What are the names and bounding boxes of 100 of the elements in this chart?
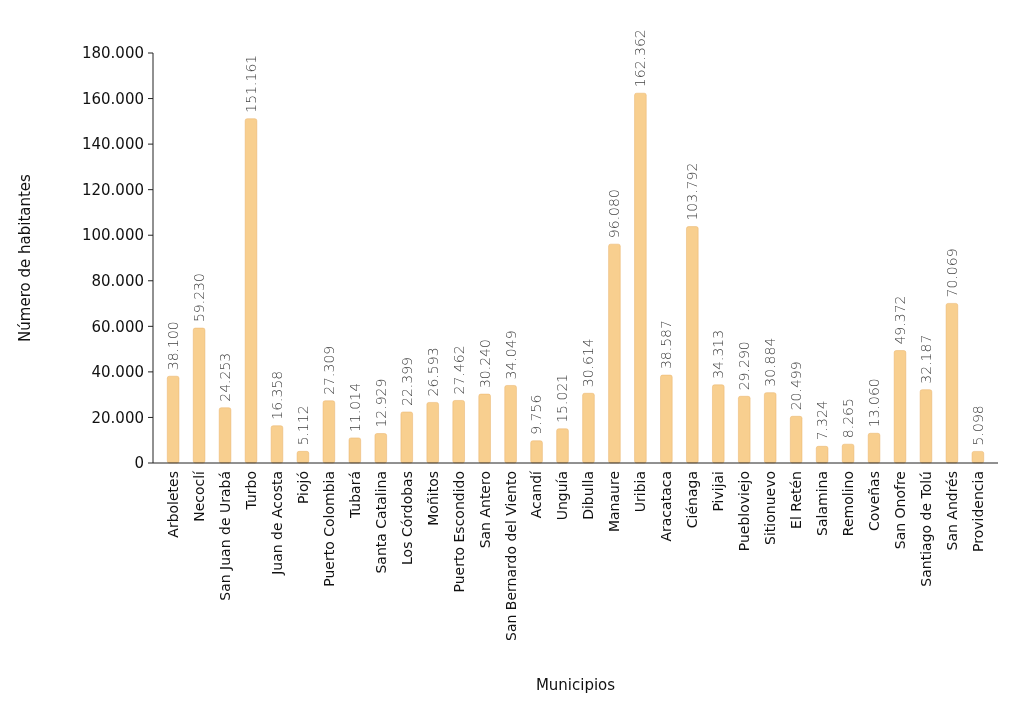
x-tick-label: Ciénaga	[684, 471, 701, 529]
data-label: 11.014	[346, 382, 363, 432]
data-label: 15.021	[554, 373, 571, 423]
bar	[322, 400, 335, 464]
data-label: 70.069	[943, 248, 960, 298]
data-label: 96.080	[606, 189, 623, 239]
bar	[867, 433, 881, 464]
bar	[686, 226, 699, 464]
bar	[400, 411, 413, 464]
data-label: 29.290	[736, 341, 753, 391]
x-tick-label: San Andrés	[943, 471, 960, 551]
data-label: 162.362	[632, 29, 649, 88]
x-tick-label: Sitionuevo	[762, 471, 779, 545]
x-tick-label: San Bernardo del Viento	[502, 471, 519, 641]
data-label: 5.112	[294, 405, 311, 446]
bar	[738, 396, 751, 464]
data-label: 7.324	[814, 400, 831, 441]
y-tick-label: 0	[134, 454, 144, 473]
data-label: 5.098	[969, 405, 986, 446]
x-tick-label: Providencia	[969, 471, 986, 552]
bar	[167, 375, 180, 464]
data-label: 26.593	[424, 347, 441, 397]
data-label: 27.309	[320, 345, 337, 395]
x-tick-label: Puerto Escondido	[450, 471, 467, 593]
bar	[218, 407, 232, 464]
x-tick-label: Puerto Colombia	[320, 471, 337, 587]
bar	[270, 425, 284, 464]
x-tick-label: Coveñas	[865, 471, 882, 531]
data-label: 24.253	[216, 352, 233, 402]
bar	[348, 437, 361, 464]
y-tick-label: 80.000	[91, 272, 144, 291]
bar	[764, 392, 777, 464]
y-tick-label: 160.000	[81, 89, 144, 108]
x-tick-label: Manaure	[606, 471, 623, 533]
data-label: 22.399	[398, 356, 415, 406]
bar	[556, 428, 569, 464]
x-tick-label: Moñitos	[424, 471, 441, 526]
data-label: 27.462	[450, 345, 467, 395]
x-tick-label: Pivijai	[710, 471, 727, 512]
bar	[634, 92, 647, 464]
x-tick-label: Piojó	[294, 471, 311, 505]
y-tick-label: 100.000	[81, 226, 144, 245]
bar	[919, 389, 933, 464]
bar	[660, 374, 673, 464]
bar	[374, 433, 387, 464]
data-label: 103.792	[684, 162, 701, 221]
x-tick-label: Aracataca	[658, 471, 675, 542]
data-label: 13.060	[865, 378, 882, 428]
data-label: 30.884	[762, 337, 779, 387]
data-label: 34.313	[710, 329, 727, 379]
data-label: 20.499	[788, 361, 805, 411]
data-label: 38.587	[658, 320, 675, 370]
data-label: 16.358	[268, 370, 285, 420]
data-label: 34.049	[502, 330, 519, 380]
x-tick-label: Uribia	[632, 471, 649, 513]
bar	[790, 416, 803, 464]
data-label: 38.100	[165, 321, 182, 371]
bar	[426, 402, 439, 464]
bar	[841, 443, 855, 464]
x-tick-label: Remolino	[839, 471, 856, 537]
y-tick-label: 120.000	[81, 180, 144, 199]
bar	[712, 384, 725, 464]
x-tick-label: Juan de Acosta	[268, 471, 285, 576]
x-tick-label: San Antero	[476, 471, 493, 549]
x-tick-label: Dibulla	[580, 471, 597, 520]
x-tick-label: Santa Catalina	[372, 471, 389, 574]
data-label: 9.756	[528, 394, 545, 435]
x-tick-label: Turbo	[242, 471, 259, 511]
bar	[893, 350, 907, 464]
y-tick-label: 20.000	[91, 408, 144, 427]
y-tick-label: 140.000	[81, 135, 144, 154]
bar	[816, 446, 829, 464]
x-tick-label: Arboletes	[165, 471, 182, 538]
x-tick-label: Salamina	[814, 471, 831, 536]
x-tick-label: Puebloviejo	[736, 471, 753, 552]
data-label: 49.372	[891, 295, 908, 345]
x-tick-label: Tubará	[346, 471, 363, 520]
x-tick-label: Necoclí	[190, 469, 207, 522]
bar	[244, 118, 258, 464]
bar	[530, 440, 543, 464]
y-tick-label: 180.000	[81, 44, 144, 63]
x-tick-label: El Retén	[788, 471, 805, 529]
bar	[971, 451, 984, 464]
x-tick-label: Acandí	[528, 469, 545, 519]
x-tick-label: Los Córdobas	[398, 471, 415, 565]
data-label: 59.230	[190, 273, 207, 323]
bar	[452, 400, 465, 464]
bar	[504, 385, 517, 464]
x-tick-label: San Juan de Urabá	[216, 471, 233, 601]
bar	[478, 393, 491, 464]
data-label: 12.929	[372, 378, 389, 428]
y-tick-label: 40.000	[91, 363, 144, 382]
x-axis-title: Municipios	[535, 676, 616, 694]
x-tick-label: Unguía	[554, 471, 571, 521]
bar	[608, 243, 621, 464]
data-label: 151.161	[242, 54, 259, 113]
x-tick-label: Santiago de Tolú	[917, 471, 934, 587]
data-label: 8.265	[839, 398, 856, 439]
bar	[192, 327, 206, 464]
data-label: 32.187	[917, 334, 934, 384]
